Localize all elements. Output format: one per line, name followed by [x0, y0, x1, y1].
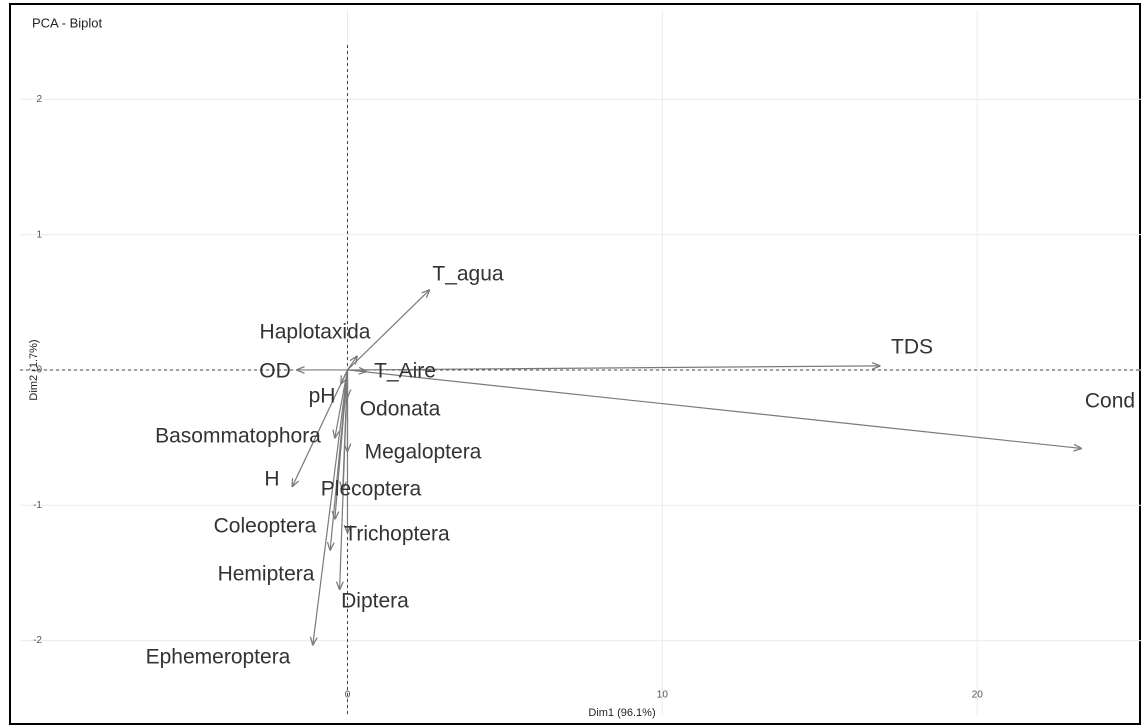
loading-arrow: [347, 370, 366, 371]
loading-arrow: [347, 290, 429, 371]
variable-label: Haplotaxida: [260, 321, 371, 344]
variable-label: Cond: [1085, 390, 1135, 413]
x-axis-label: Dim1 (96.1%): [588, 707, 655, 719]
y-tick-label: -2: [33, 635, 42, 646]
y-tick-label: -1: [33, 500, 42, 511]
variable-label: Basommatophora: [155, 425, 321, 448]
loading-arrow: [340, 369, 349, 589]
variable-label: Odonata: [360, 398, 441, 421]
loading-arrow: [313, 369, 349, 645]
variable-label: Diptera: [341, 590, 409, 613]
variable-label: pH: [309, 385, 336, 408]
variable-label: T_agua: [432, 263, 504, 286]
variable-label: Trichoptera: [344, 523, 450, 546]
loading-arrow: [335, 369, 349, 438]
variable-label: Megaloptera: [365, 441, 482, 464]
y-tick-label: 1: [36, 229, 42, 240]
variable-label: Hemiptera: [218, 563, 315, 586]
variable-label: Coleoptera: [214, 515, 317, 538]
frame: [9, 3, 1141, 725]
loading-arrow: [347, 369, 1081, 448]
variable-label: T_Aire: [374, 360, 436, 383]
y-tick-label: 2: [36, 94, 42, 105]
variable-label: Plecoptera: [321, 478, 422, 501]
variable-label: OD: [259, 360, 291, 383]
loading-arrow: [346, 356, 356, 371]
x-tick-label: 10: [657, 690, 669, 701]
x-tick-label: 20: [972, 690, 984, 701]
variable-label: Ephemeroptera: [146, 646, 291, 669]
variable-label: TDS: [891, 336, 933, 359]
chart-title: PCA - Biplot: [32, 15, 102, 30]
variable-label: H: [264, 468, 279, 491]
loading-arrow: [347, 366, 879, 371]
loading-arrow: [292, 369, 349, 486]
loading-arrow: [330, 369, 349, 550]
